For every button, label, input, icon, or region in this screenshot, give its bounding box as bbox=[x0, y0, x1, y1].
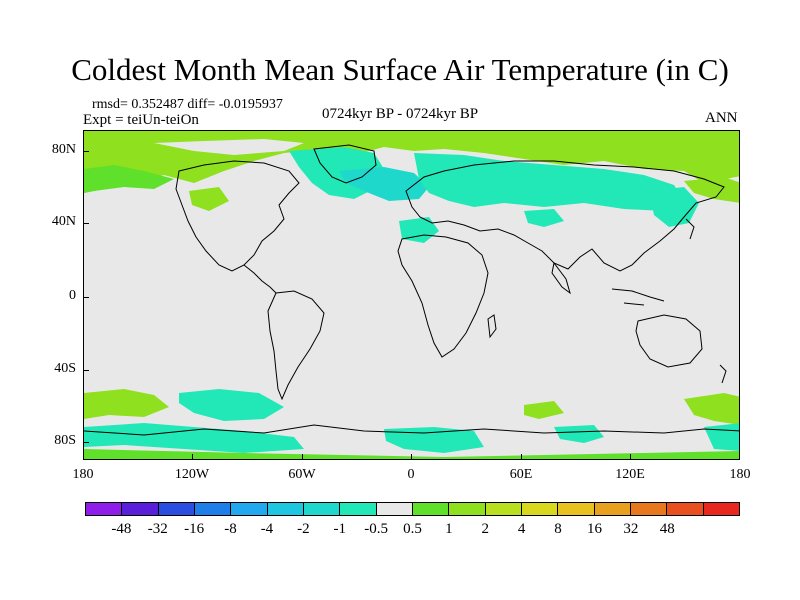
field-teal-south-4 bbox=[554, 425, 604, 443]
colorbar-label: 16 bbox=[586, 521, 602, 537]
coast-india bbox=[551, 261, 571, 295]
coast-africa bbox=[397, 234, 489, 358]
colorbar-label: 4 bbox=[517, 521, 526, 537]
lon-tick bbox=[411, 454, 412, 460]
field-teal-south-2 bbox=[84, 423, 304, 453]
field-teal-mediterranean bbox=[399, 217, 439, 243]
colorbar-box bbox=[303, 503, 341, 515]
colorbar bbox=[85, 502, 740, 516]
field-teal-asia-east bbox=[649, 187, 699, 227]
lon-tick bbox=[630, 454, 631, 460]
colorbar-box bbox=[340, 503, 377, 515]
colorbar-label: -2 bbox=[297, 521, 310, 537]
coastlines bbox=[84, 144, 739, 436]
coast-central-america bbox=[243, 264, 277, 294]
lon-label-60e: 60E bbox=[509, 467, 533, 482]
colorbar-label: 0.5 bbox=[403, 521, 422, 537]
colorbar-box bbox=[267, 503, 304, 515]
colorbar-box bbox=[485, 503, 522, 515]
field-green-nw bbox=[84, 165, 174, 193]
colorbar-box bbox=[376, 503, 413, 515]
field-green-south-3 bbox=[684, 393, 739, 425]
colorbar-label: -8 bbox=[224, 521, 237, 537]
colorbar-label: 32 bbox=[623, 521, 639, 537]
field-arctic-gray-gap bbox=[154, 139, 304, 155]
map-title: Coldest Month Mean Surface Air Temperatu… bbox=[71, 52, 729, 87]
colorbar-label: -16 bbox=[184, 521, 205, 537]
lon-label-180w: 180 bbox=[72, 467, 94, 482]
lat-label-80s: 80S bbox=[54, 433, 76, 448]
stats-line: rmsd= 0.352487 diff= -0.0195937 bbox=[92, 97, 283, 112]
field-teal-central-asia bbox=[524, 209, 564, 227]
colorbar-box bbox=[122, 503, 159, 515]
map-canvas bbox=[84, 131, 739, 459]
lat-label-0: 0 bbox=[69, 288, 76, 303]
coast-north-america bbox=[175, 160, 300, 272]
colorbar-label: 48 bbox=[659, 521, 675, 537]
field-green-pacific bbox=[684, 177, 739, 203]
field-teal-south-5 bbox=[704, 423, 739, 451]
anomaly-fields bbox=[84, 131, 739, 459]
colorbar-box bbox=[521, 503, 559, 515]
coast-japan bbox=[685, 218, 695, 240]
coast-new-zealand bbox=[719, 364, 727, 384]
colorbar-box bbox=[194, 503, 232, 515]
colorbar-box bbox=[86, 503, 123, 515]
season-label: ANN bbox=[705, 110, 738, 126]
lon-tick bbox=[302, 454, 303, 460]
coast-indonesia bbox=[611, 288, 665, 306]
lat-tick bbox=[83, 223, 89, 224]
coast-eurasia bbox=[405, 160, 725, 272]
coast-greenland bbox=[313, 144, 377, 184]
colorbar-box bbox=[630, 503, 668, 515]
lon-tick bbox=[521, 454, 522, 460]
lon-label-0: 0 bbox=[407, 467, 415, 482]
world-map bbox=[83, 130, 740, 460]
field-green-na bbox=[189, 187, 229, 211]
lat-label-80n: 80N bbox=[51, 142, 76, 157]
lat-label-40n: 40N bbox=[51, 214, 76, 229]
coast-madagascar bbox=[487, 314, 497, 339]
lat-tick bbox=[83, 370, 89, 371]
coast-antarctica bbox=[84, 424, 739, 436]
colorbar-label: -0.5 bbox=[364, 521, 388, 537]
field-teal-south-3 bbox=[384, 427, 484, 453]
colorbar-box bbox=[558, 503, 595, 515]
lon-label-60w: 60W bbox=[288, 467, 316, 482]
field-green-antarctic bbox=[84, 449, 739, 459]
field-green-south-2 bbox=[524, 401, 564, 419]
colorbar-box bbox=[231, 503, 268, 515]
colorbar-box bbox=[158, 503, 195, 515]
lat-tick bbox=[83, 297, 89, 298]
colorbar-box bbox=[412, 503, 450, 515]
colorbar-label: 2 bbox=[481, 521, 490, 537]
colorbar-label: -1 bbox=[333, 521, 346, 537]
lon-label-120w: 120W bbox=[174, 467, 210, 482]
lon-tick bbox=[192, 454, 193, 460]
colorbar-label: 8 bbox=[554, 521, 562, 537]
coast-south-america bbox=[267, 290, 325, 401]
colorbar-label: -48 bbox=[111, 521, 132, 537]
coast-australia bbox=[635, 314, 703, 368]
field-teal-eurasia bbox=[414, 153, 684, 211]
experiment-line: Expt = teiUn-teiOn bbox=[83, 112, 199, 128]
field-green-south-1 bbox=[84, 389, 169, 419]
period-label: 0724kyr BP - 0724kyr BP bbox=[322, 106, 479, 122]
lon-label-180e: 180 bbox=[729, 467, 751, 482]
colorbar-label: 1 bbox=[445, 521, 453, 537]
lat-tick bbox=[83, 442, 89, 443]
colorbar-box bbox=[703, 503, 739, 515]
colorbar-label: -4 bbox=[260, 521, 274, 537]
colorbar-box bbox=[449, 503, 486, 515]
lon-label-120e: 120E bbox=[615, 467, 645, 482]
field-teal-south-1 bbox=[179, 389, 284, 421]
colorbar-box bbox=[667, 503, 704, 515]
colorbar-box bbox=[594, 503, 631, 515]
lat-tick bbox=[83, 151, 89, 152]
lat-label-40s: 40S bbox=[54, 361, 76, 376]
colorbar-label: -32 bbox=[147, 521, 168, 537]
